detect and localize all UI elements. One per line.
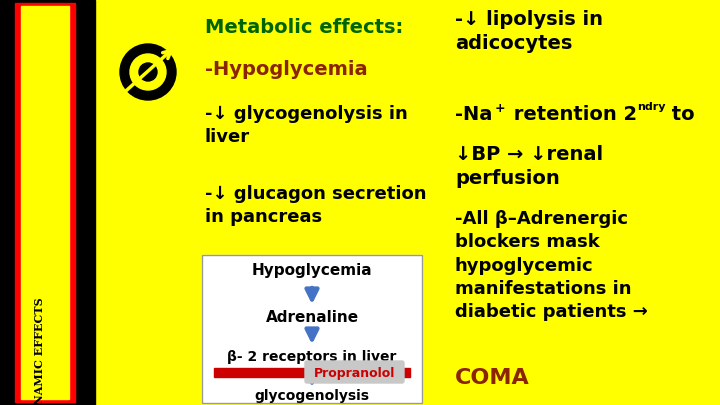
Text: to: to [665,105,695,124]
Text: glycogenolysis: glycogenolysis [254,389,369,403]
Text: retention 2: retention 2 [507,105,637,124]
Text: -↓ glycogenolysis in
liver: -↓ glycogenolysis in liver [205,105,408,146]
Text: -↓ glucagon secretion
in pancreas: -↓ glucagon secretion in pancreas [205,185,426,226]
Circle shape [110,34,186,110]
Text: ndry: ndry [637,102,665,112]
Text: Adrenaline: Adrenaline [266,310,359,325]
Circle shape [139,63,157,81]
Text: -Hypoglycemia: -Hypoglycemia [205,60,368,79]
Text: COMA: COMA [455,368,530,388]
Text: -All β–Adrenergic
blockers mask
hypoglycemic
manifestations in
diabetic patients: -All β–Adrenergic blockers mask hypoglyc… [455,210,648,321]
Bar [0,0,95,405]
Text: Propranolol: Propranolol [314,367,395,379]
Bar [21,6,69,399]
FancyBboxPatch shape [305,361,404,383]
Text: +: + [495,102,505,115]
Bar [15,3,75,402]
Text: Hypoglycemia: Hypoglycemia [252,263,372,278]
Text: -Na: -Na [455,105,492,124]
Text: PHARMACODYNAMIC EFFECTS: PHARMACODYNAMIC EFFECTS [34,298,45,405]
Circle shape [120,44,176,100]
Text: -↓ lipolysis in
adicocytes: -↓ lipolysis in adicocytes [455,10,603,53]
Bar [202,255,422,403]
Text: ↓BP → ↓renal
perfusion: ↓BP → ↓renal perfusion [455,145,603,188]
Bar [214,368,410,377]
Bar [202,255,422,403]
Text: Metabolic effects:: Metabolic effects: [205,18,403,37]
Circle shape [130,54,166,90]
Text: β- 2 receptors in liver: β- 2 receptors in liver [228,350,397,364]
